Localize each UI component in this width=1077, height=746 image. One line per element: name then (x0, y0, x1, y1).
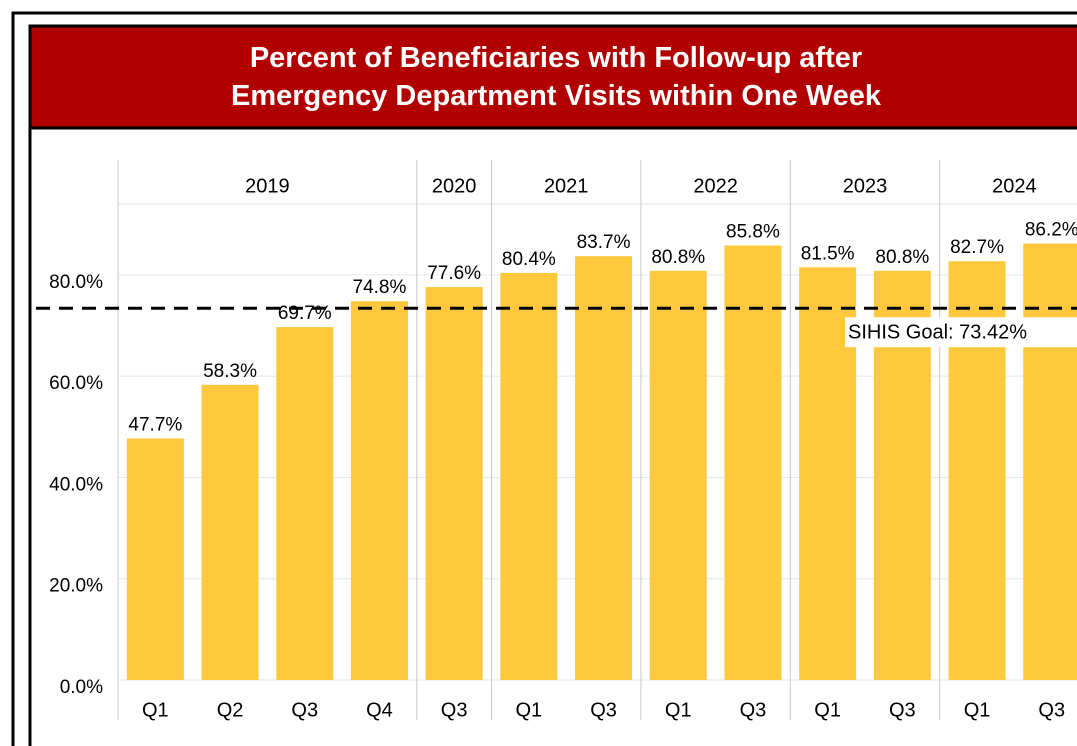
bar (126, 438, 184, 680)
data-label: 81.5% (801, 243, 855, 264)
x-tick-label: Q3 (1038, 699, 1065, 721)
bar (201, 384, 259, 680)
data-label: 58.3% (203, 361, 257, 382)
group-label: 2019 (245, 175, 290, 197)
x-tick-label: Q1 (814, 699, 841, 721)
data-label: 80.8% (651, 247, 705, 268)
data-label: 47.7% (128, 414, 182, 435)
x-tick-label: Q3 (291, 699, 318, 721)
y-tick-label: 40.0% (49, 474, 103, 495)
x-tick-label: Q3 (441, 699, 468, 721)
y-tick-label: 60.0% (49, 373, 103, 394)
title-box (28, 24, 1077, 130)
data-label: 85.8% (726, 222, 780, 243)
y-tick-label: 0.0% (60, 677, 103, 698)
data-label: 86.2% (1025, 220, 1077, 241)
bar (575, 256, 633, 680)
data-label: 80.4% (502, 249, 556, 270)
bar (350, 301, 408, 680)
data-label: 80.8% (875, 247, 929, 268)
goal-label: SIHIS Goal: 73.42% (848, 321, 1027, 343)
x-tick-label: Q3 (889, 699, 916, 721)
group-label: 2021 (544, 175, 589, 197)
x-tick-label: Q4 (366, 699, 393, 721)
x-tick-label: Q1 (964, 699, 991, 721)
y-tick-label: 20.0% (49, 576, 103, 597)
group-label: 2024 (992, 175, 1037, 197)
group-label: 2022 (693, 175, 738, 197)
bar (500, 272, 558, 680)
group-label: 2020 (432, 175, 477, 197)
x-tick-label: Q3 (740, 699, 767, 721)
data-label: 77.6% (427, 263, 481, 284)
bar (276, 327, 334, 680)
y-tick-label: 80.0% (49, 272, 103, 293)
chart-title: Percent of Beneficiaries with Follow-up … (231, 42, 882, 112)
group-label: 2023 (843, 175, 888, 197)
x-tick-label: Q1 (665, 699, 692, 721)
outer-frame (11, 11, 1077, 746)
bar (649, 270, 707, 680)
data-label: 69.7% (278, 303, 332, 324)
x-tick-label: Q1 (142, 699, 169, 721)
data-label: 82.7% (950, 237, 1004, 258)
bar (1023, 243, 1077, 681)
x-tick-label: Q1 (516, 699, 543, 721)
bar (724, 245, 782, 680)
x-tick-label: Q2 (217, 699, 244, 721)
bar (425, 287, 483, 680)
goal-label-bg (845, 317, 1077, 348)
x-tick-label: Q3 (590, 699, 617, 721)
data-label: 83.7% (577, 232, 631, 253)
data-label: 74.8% (353, 277, 407, 298)
